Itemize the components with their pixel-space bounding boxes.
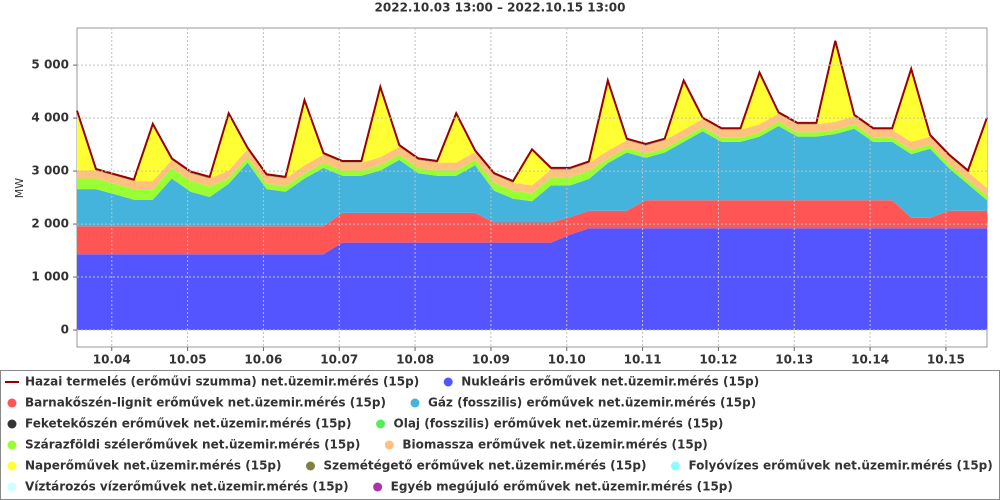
- area-series: [77, 42, 987, 188]
- legend-marker: [7, 398, 17, 408]
- legend-item: Barnakőszén-lignit erőművek net.üzemir.m…: [7, 396, 386, 410]
- legend-marker: [670, 461, 680, 471]
- legend-marker: [376, 419, 386, 429]
- y-tick-label: 5 000: [31, 58, 69, 72]
- y-tick-label: 2 000: [31, 217, 69, 231]
- x-tick-label: 10.09: [472, 353, 510, 367]
- legend-item: Folyóvízes erőművek net.üzemir.mérés (15…: [670, 459, 993, 473]
- legend-marker: [7, 419, 17, 429]
- legend-label: Víztározós vízerőművek net.üzemir.mérés …: [25, 480, 349, 494]
- legend-marker: [7, 461, 17, 471]
- legend-item: Hazai termelés (erőművi szumma) net.üzem…: [5, 375, 419, 389]
- legend-label: Gáz (fosszilis) erőművek net.üzemir.méré…: [428, 396, 756, 410]
- legend-item: Szemétégető erőművek net.üzemir.mérés (1…: [306, 459, 646, 473]
- legend-item: Víztározós vízerőművek net.üzemir.mérés …: [7, 480, 349, 494]
- x-tick-label: 10.13: [775, 353, 813, 367]
- legend-marker: [384, 440, 394, 450]
- x-tick-label: 10.08: [396, 353, 434, 367]
- legend-item: Naperőművek net.üzemir.mérés (15p): [7, 459, 282, 473]
- legend-label: Szárazföldi szélerőművek net.üzemir.méré…: [25, 438, 360, 452]
- legend-label: Feketekőszén erőművek net.üzemir.mérés (…: [25, 417, 352, 431]
- legend-label: Egyéb megújuló erőművek net.üzemir.mérés…: [391, 480, 733, 494]
- legend-label: Szemétégető erőművek net.üzemir.mérés (1…: [324, 459, 647, 473]
- x-tick-label: 10.14: [851, 353, 889, 367]
- legend-label: Olaj (fosszilis) erőművek net.üzemir.mér…: [394, 417, 724, 431]
- legend-item: Olaj (fosszilis) erőművek net.üzemir.mér…: [376, 417, 723, 431]
- y-tick-label: 0: [61, 323, 69, 337]
- legend-label: Naperőművek net.üzemir.mérés (15p): [25, 459, 282, 473]
- y-axis-label: MW: [13, 178, 26, 198]
- legend-label: Barnakőszén-lignit erőművek net.üzemir.m…: [25, 396, 386, 410]
- x-tick-label: 10.12: [699, 353, 737, 367]
- legend-item: Gáz (fosszilis) erőművek net.üzemir.méré…: [410, 396, 756, 410]
- legend-item: Nukleáris erőművek net.üzemir.mérés (15p…: [443, 375, 759, 389]
- x-tick-label: 10.04: [93, 353, 131, 367]
- legend-label: Folyóvízes erőművek net.üzemir.mérés (15…: [688, 459, 992, 473]
- area-series: [77, 200, 987, 255]
- plot-layer: [76, 40, 988, 330]
- x-tick-label: 10.06: [244, 353, 282, 367]
- legend-marker: [373, 482, 383, 492]
- legend-marker: [306, 461, 315, 471]
- legend-marker: [410, 398, 420, 408]
- chart-title: 2022.10.03 13:00 – 2022.10.15 13:00: [375, 1, 626, 15]
- legend-item: Feketekőszén erőművek net.üzemir.mérés (…: [7, 417, 352, 431]
- x-tick-label: 10.15: [927, 353, 965, 367]
- legend-marker: [7, 482, 17, 492]
- legend-label: Hazai termelés (erőművi szumma) net.üzem…: [25, 375, 419, 389]
- legend-item: Szárazföldi szélerőművek net.üzemir.méré…: [7, 438, 360, 452]
- y-tick-label: 3 000: [31, 164, 69, 178]
- y-tick-label: 4 000: [31, 111, 69, 125]
- x-tick-label: 10.07: [320, 353, 358, 367]
- total-line: [76, 40, 988, 183]
- legend-box: [0, 370, 1000, 500]
- legend-label: Biomassza erőművek net.üzemir.mérés (15p…: [402, 438, 707, 452]
- legend-label: Nukleáris erőművek net.üzemir.mérés (15p…: [461, 375, 759, 389]
- area-series: [77, 126, 987, 227]
- legend-item: Biomassza erőművek net.üzemir.mérés (15p…: [384, 438, 708, 452]
- legend-marker: [443, 377, 453, 387]
- y-tick-label: 1 000: [31, 270, 69, 284]
- x-tick-label: 10.05: [169, 353, 207, 367]
- area-series: [77, 228, 987, 330]
- x-tick-label: 10.10: [548, 353, 586, 367]
- legend-item: Egyéb megújuló erőművek net.üzemir.mérés…: [373, 480, 733, 494]
- x-tick-label: 10.11: [624, 353, 662, 367]
- legend-marker: [7, 440, 17, 450]
